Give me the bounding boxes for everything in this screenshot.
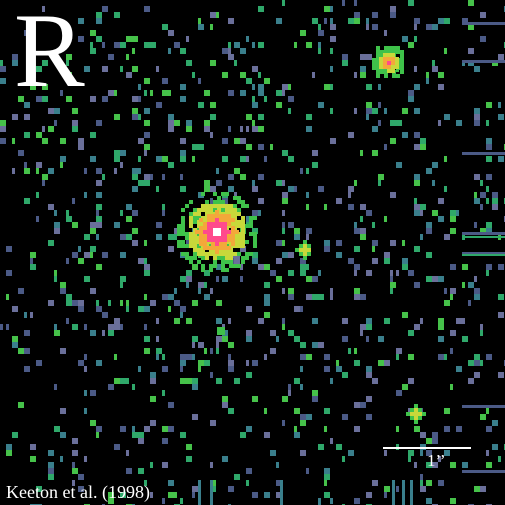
filter-band-label: R [14, 0, 85, 109]
scale-bar [383, 447, 471, 449]
scale-bar-label: 1’’ [427, 451, 446, 470]
image-credit: Keeton et al. (1998) [6, 482, 150, 502]
